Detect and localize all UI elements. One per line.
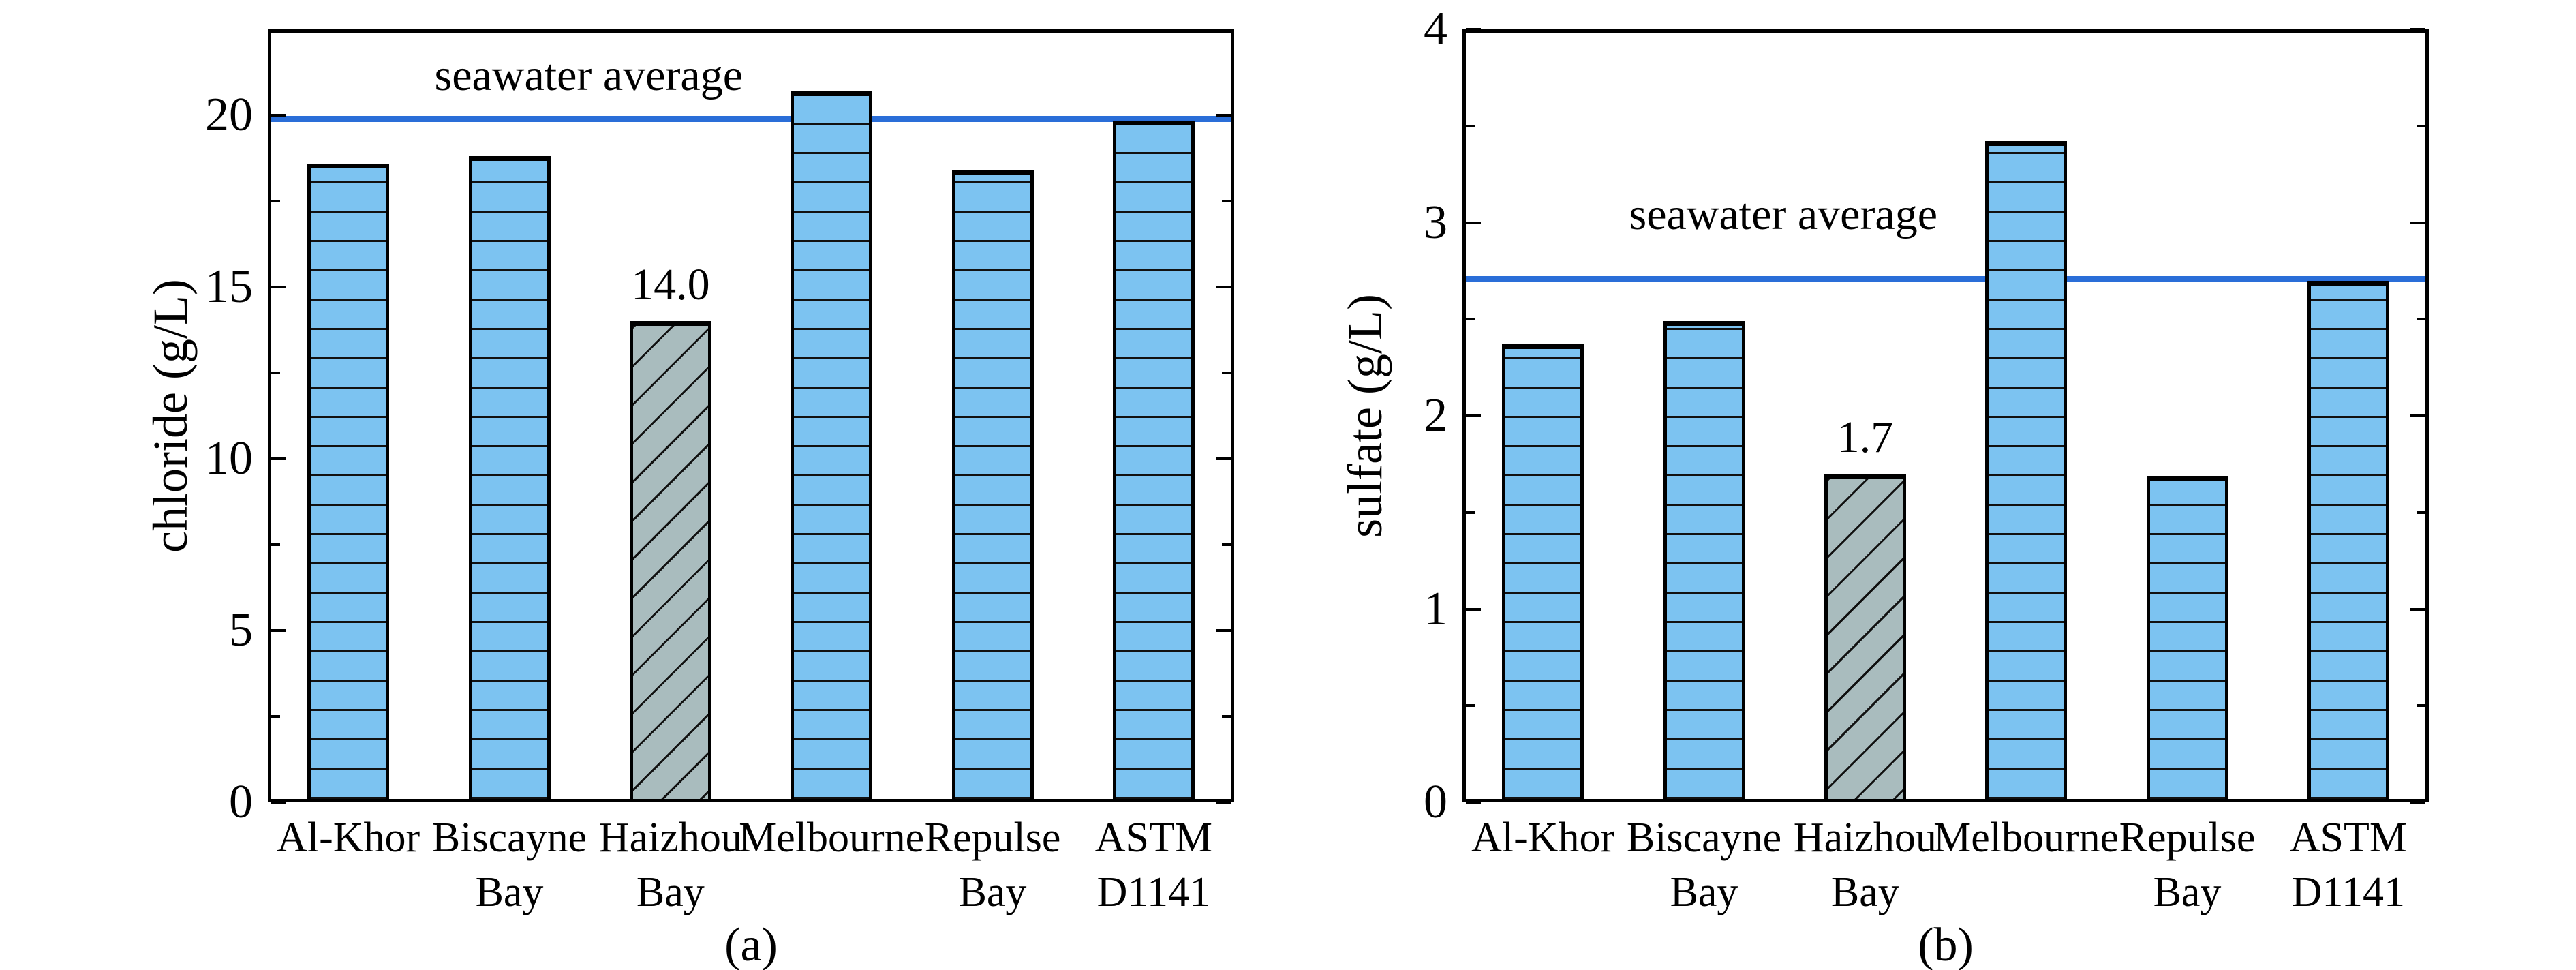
y-minor-tick-left-a	[271, 543, 280, 546]
y-major-tick-right-a	[1216, 457, 1231, 460]
seawater-average-label-a: seawater average	[434, 50, 743, 101]
y-major-tick-left-b	[1466, 607, 1481, 611]
y-major-tick-right-b	[2410, 801, 2425, 804]
category-label-line2-a-haizhou-bay: Bay	[636, 869, 705, 915]
y-axis-title-b: sulfate (g/L)	[1338, 294, 1392, 538]
y-minor-tick-left-b	[1466, 318, 1475, 321]
y-minor-tick-left-a	[271, 715, 280, 718]
seawater-average-line-b	[1462, 275, 2429, 282]
y-tick-label-a-0: 0	[229, 776, 253, 828]
bar-b-repulse-bay	[2146, 475, 2228, 802]
y-major-tick-right-b	[2410, 28, 2425, 31]
bar-a-melbourne	[791, 91, 873, 802]
y-major-tick-left-a	[271, 457, 286, 460]
y-tick-label-b-4: 4	[1424, 3, 1447, 55]
y-major-tick-left-b	[1466, 28, 1481, 31]
y-minor-tick-right-b	[2417, 318, 2425, 321]
caption-a: (a)	[724, 919, 778, 970]
category-label-b-haizhou-bay: Haizhou	[1793, 815, 1937, 861]
bar-b-al-khor	[1502, 344, 1584, 802]
y-minor-tick-left-b	[1466, 124, 1475, 127]
y-minor-tick-right-b	[2417, 704, 2425, 708]
y-major-tick-left-b	[1466, 801, 1481, 804]
y-minor-tick-left-a	[271, 200, 280, 202]
category-label-b-al-khor: Al-Khor	[1471, 815, 1615, 861]
category-label-b-biscayne-bay: Biscayne	[1626, 815, 1782, 861]
seawater-average-line-a	[268, 116, 1234, 123]
y-major-tick-left-b	[1466, 221, 1481, 224]
y-major-tick-right-a	[1216, 629, 1231, 632]
y-axis-title-a: chloride (g/L)	[143, 279, 198, 553]
y-major-tick-right-b	[2410, 221, 2425, 224]
category-label-line2-b-biscayne-bay: Bay	[1670, 869, 1738, 915]
y-major-tick-right-b	[2410, 607, 2425, 611]
category-label-a-repulse-bay: Repulse	[924, 815, 1061, 861]
category-label-line2-b-repulse-bay: Bay	[2153, 869, 2222, 915]
y-tick-label-a-15: 15	[205, 260, 253, 313]
y-major-tick-left-a	[271, 801, 286, 804]
y-minor-tick-left-b	[1466, 704, 1475, 708]
y-minor-tick-right-a	[1222, 543, 1231, 546]
y-minor-tick-right-a	[1222, 372, 1231, 374]
y-minor-tick-left-b	[1466, 511, 1475, 514]
y-tick-label-b-3: 3	[1424, 196, 1447, 249]
y-major-tick-right-a	[1216, 801, 1231, 804]
y-minor-tick-right-a	[1222, 715, 1231, 718]
plot-frame-a	[268, 29, 1234, 802]
bar-a-repulse-bay	[951, 170, 1034, 802]
bar-value-label-b-haizhou-bay: 1.7	[1837, 412, 1894, 463]
category-label-b-repulse-bay: Repulse	[2119, 815, 2256, 861]
category-label-a-astm-d1141: ASTM	[1094, 815, 1212, 861]
category-label-a-biscayne-bay: Biscayne	[431, 815, 587, 861]
y-major-tick-right-a	[1216, 114, 1231, 117]
y-major-tick-right-b	[2410, 414, 2425, 417]
caption-b: (b)	[1918, 919, 1974, 970]
category-label-line2-b-haizhou-bay: Bay	[1830, 869, 1899, 915]
category-label-line2-a-astm-d1141: D1141	[1097, 869, 1211, 915]
y-major-tick-left-a	[271, 286, 286, 288]
category-label-a-al-khor: Al-Khor	[277, 815, 420, 861]
y-minor-tick-right-b	[2417, 124, 2425, 127]
y-tick-label-b-0: 0	[1424, 776, 1447, 828]
y-minor-tick-right-b	[2417, 511, 2425, 514]
y-minor-tick-right-a	[1222, 200, 1231, 202]
bar-b-biscayne-bay	[1663, 321, 1745, 802]
y-major-tick-left-a	[271, 114, 286, 117]
category-label-line2-a-biscayne-bay: Bay	[475, 869, 544, 915]
bar-b-haizhou-bay	[1824, 474, 1906, 802]
y-tick-label-a-20: 20	[205, 89, 253, 141]
category-label-b-melbourne: Melbourne	[1933, 815, 2119, 861]
category-label-a-melbourne: Melbourne	[739, 815, 925, 861]
y-tick-label-b-2: 2	[1424, 389, 1447, 442]
bar-a-haizhou-bay	[629, 321, 711, 802]
category-label-line2-b-astm-d1141: D1141	[2291, 869, 2406, 915]
bar-a-biscayne-bay	[468, 156, 551, 802]
category-label-b-astm-d1141: ASTM	[2289, 815, 2407, 861]
bar-b-melbourne	[1985, 141, 2068, 802]
bar-b-astm-d1141	[2307, 280, 2389, 802]
bar-a-astm-d1141	[1112, 120, 1195, 802]
bar-a-al-khor	[307, 163, 390, 802]
y-tick-label-a-5: 5	[229, 604, 253, 656]
y-tick-label-b-1: 1	[1424, 582, 1447, 635]
bar-value-label-a-haizhou-bay: 14.0	[631, 260, 710, 310]
y-tick-label-a-10: 10	[205, 432, 253, 485]
y-major-tick-right-a	[1216, 286, 1231, 288]
category-label-a-haizhou-bay: Haizhou	[598, 815, 742, 861]
category-label-line2-a-repulse-bay: Bay	[958, 869, 1027, 915]
y-major-tick-left-b	[1466, 414, 1481, 417]
seawater-average-label-b: seawater average	[1629, 189, 1938, 239]
y-minor-tick-left-a	[271, 372, 280, 374]
plot-frame-b	[1462, 29, 2429, 802]
y-major-tick-left-a	[271, 629, 286, 632]
